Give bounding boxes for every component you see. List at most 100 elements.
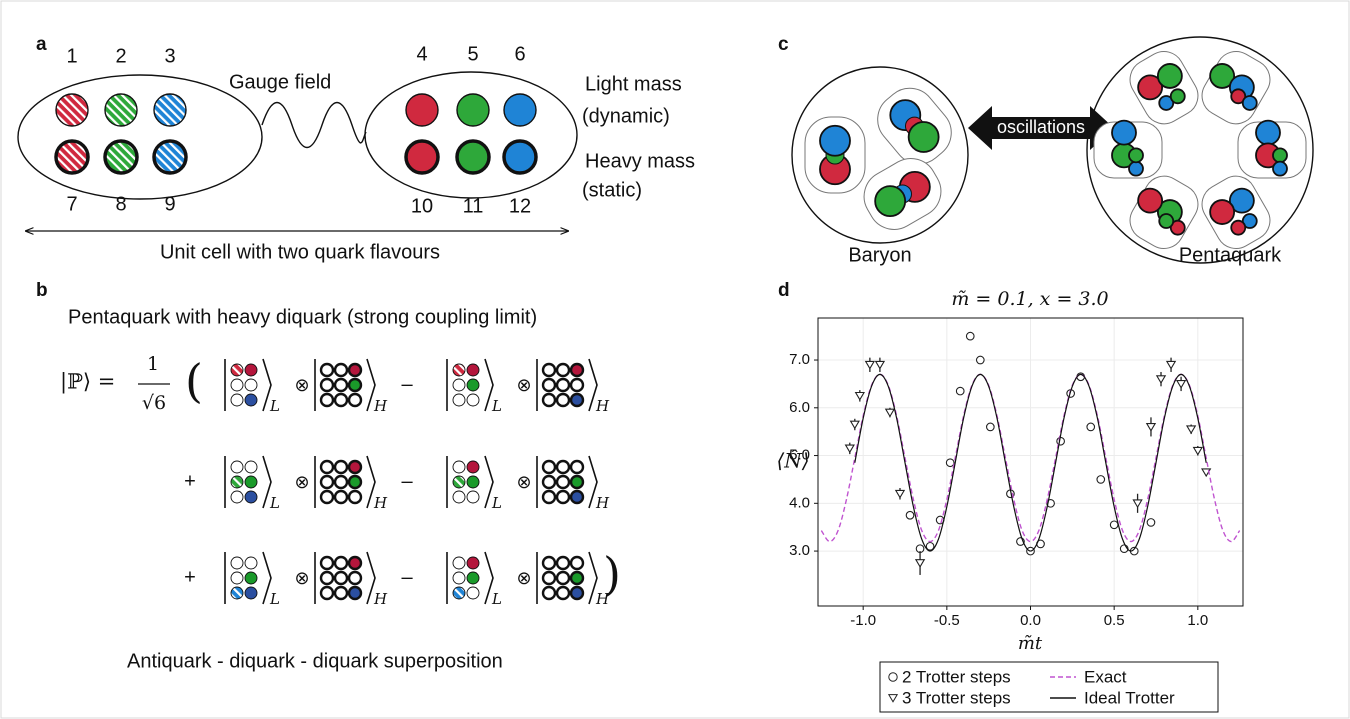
point	[844, 444, 855, 454]
point	[1175, 380, 1187, 389]
state-dot	[244, 556, 258, 570]
ket-bracket	[484, 358, 494, 412]
state-dot	[230, 556, 244, 570]
state-dot	[555, 392, 571, 408]
ket-subscript: H	[595, 397, 610, 415]
panel-label: a	[36, 34, 47, 55]
quark	[1158, 213, 1175, 229]
state-dot	[569, 489, 585, 505]
state-dot	[466, 586, 480, 600]
ket-subscript: L	[491, 590, 502, 608]
sign: +	[184, 566, 196, 588]
state-dot	[466, 571, 480, 585]
quark-label: 7	[66, 193, 77, 215]
quark	[1228, 187, 1255, 214]
quark-label: 10	[411, 195, 433, 217]
state-dot	[347, 459, 363, 475]
state-dot	[569, 362, 585, 378]
quark	[907, 121, 940, 153]
state-dot	[244, 460, 258, 474]
sign: –	[401, 566, 413, 588]
quark	[819, 124, 851, 157]
quark	[54, 139, 90, 175]
mass-label: Light mass	[585, 73, 682, 95]
state-dot	[244, 586, 258, 600]
tensor: ⊗	[516, 568, 531, 588]
quark-label: 1	[66, 45, 77, 67]
panel-label: c	[778, 34, 789, 55]
state-dot	[333, 489, 349, 505]
state-dot	[569, 585, 585, 601]
state-dot	[466, 475, 480, 489]
state-dot	[333, 459, 349, 475]
quark	[503, 93, 537, 127]
paren: )	[603, 547, 621, 601]
state-dot	[347, 474, 363, 490]
quark	[455, 139, 491, 175]
ket-bracket	[588, 358, 598, 412]
state-dot	[230, 378, 244, 392]
state-dot	[466, 393, 480, 407]
state-dot	[244, 363, 258, 377]
quark	[1128, 147, 1144, 164]
caption: Unit cell with two quark flavours	[160, 241, 440, 263]
point	[955, 386, 965, 396]
point	[1096, 475, 1106, 484]
ket-bracket	[262, 455, 272, 509]
y-label: ⟨N̂⟩	[776, 449, 809, 473]
caption: Pentaquark	[1179, 244, 1282, 266]
state-dot	[333, 555, 349, 571]
point	[975, 355, 985, 365]
state-dot	[347, 392, 363, 408]
state-dot	[541, 362, 557, 378]
quark	[1241, 213, 1258, 229]
state-dot	[319, 555, 335, 571]
tensor: ⊗	[294, 472, 309, 492]
ket-bracket	[366, 455, 376, 509]
state-dot	[555, 474, 571, 490]
quark	[456, 93, 490, 127]
chart-title: m̃ = 0.1, x = 3.0	[951, 288, 1108, 310]
quark-label: 4	[416, 43, 427, 65]
ket-subscript: L	[269, 494, 280, 512]
state-dot	[333, 392, 349, 408]
point	[1109, 520, 1119, 530]
cell-ellipse	[364, 71, 578, 199]
state-dot	[452, 460, 466, 474]
point	[985, 422, 995, 432]
quark	[153, 93, 187, 127]
ket-bracket	[484, 455, 494, 509]
quark	[1230, 219, 1247, 236]
quark	[1156, 63, 1183, 89]
ket-subscript: H	[373, 397, 388, 415]
plot: -1.0 -0.5 0.0 0.5 1.0 3.0 4.0 5.0 6.0 7.0	[789, 318, 1243, 629]
ket-subscript: H	[595, 494, 610, 512]
state-dot	[569, 474, 585, 490]
ket-bracket	[484, 551, 494, 605]
state-dot	[333, 377, 349, 393]
denominator: √6	[142, 392, 166, 414]
gauge-label: Gauge field	[229, 71, 331, 93]
quark	[1169, 219, 1186, 236]
quark-label: 9	[164, 193, 175, 215]
state-dot	[452, 556, 466, 570]
legend-label: 3 Trotter steps	[902, 688, 1011, 707]
state-dot	[319, 489, 335, 505]
plot-frame	[817, 317, 1244, 607]
point	[854, 391, 865, 401]
point	[965, 331, 975, 341]
state-dot	[319, 459, 335, 475]
mass-label: (dynamic)	[582, 105, 670, 127]
ket-bracket	[262, 551, 272, 605]
caption: Antiquark - diquark - diquark superposit…	[127, 650, 503, 672]
arrow-label: oscillations	[997, 117, 1085, 137]
quark-label: 12	[509, 195, 531, 217]
state-dot	[569, 555, 585, 571]
state-dot	[319, 570, 335, 586]
point	[1146, 518, 1156, 527]
ket-bracket	[366, 358, 376, 412]
caption: Baryon	[848, 244, 911, 266]
state-dot	[541, 392, 557, 408]
state-dot	[230, 460, 244, 474]
